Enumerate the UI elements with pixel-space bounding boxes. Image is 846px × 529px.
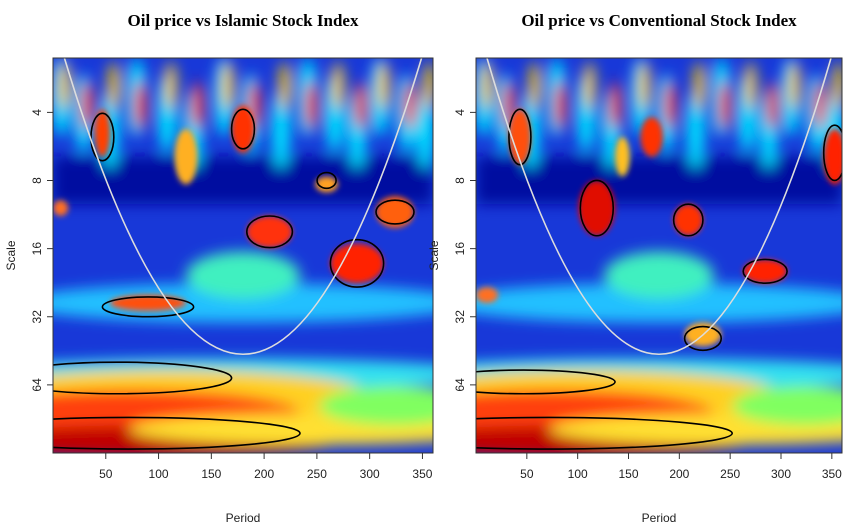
x-tick-label: 300 — [771, 467, 791, 481]
heat-streak — [279, 62, 290, 109]
y-axis-label: Scale — [427, 240, 441, 270]
x-tick-label: 150 — [618, 467, 638, 481]
heat-streak — [529, 62, 540, 109]
heat-streak — [222, 62, 233, 109]
heat-streak — [664, 82, 675, 129]
x-tick-label: 250 — [720, 467, 740, 481]
heat-streak — [584, 62, 595, 109]
y-tick-label: 4 — [453, 109, 467, 116]
heat-streak — [767, 82, 778, 129]
heat-region — [53, 200, 68, 216]
heat-streak — [192, 82, 203, 129]
x-tick-label: 100 — [149, 467, 169, 481]
chart-title: Oil price vs Islamic Stock Index — [128, 11, 359, 30]
heat-streak — [108, 62, 119, 109]
y-tick-label: 8 — [453, 177, 467, 184]
x-tick-label: 250 — [307, 467, 327, 481]
x-tick-label: 350 — [822, 467, 842, 481]
chart-title: Oil price vs Conventional Stock Index — [521, 11, 797, 30]
y-tick-label: 4 — [30, 109, 44, 116]
x-tick-label: 100 — [568, 467, 588, 481]
heat-streak — [135, 82, 146, 129]
heat-streak — [639, 62, 650, 109]
heat-streak — [555, 82, 566, 129]
x-axis-label: Period — [226, 511, 261, 525]
x-tick-label: 50 — [99, 467, 113, 481]
x-tick-label: 150 — [201, 467, 221, 481]
x-axis-label: Period — [642, 511, 677, 525]
heat-streak — [745, 62, 756, 109]
heat-region — [330, 244, 383, 284]
heat-region — [232, 105, 255, 152]
x-tick-label: 50 — [520, 467, 534, 481]
y-tick-label: 16 — [453, 242, 467, 256]
heat-region — [476, 287, 498, 303]
heat-region — [604, 252, 714, 299]
heat-region — [186, 252, 300, 299]
heat-streak — [789, 62, 800, 109]
y-axis-label: Scale — [4, 240, 18, 270]
x-tick-label: 300 — [360, 467, 380, 481]
heat-region — [175, 129, 198, 184]
y-tick-label: 64 — [30, 378, 44, 392]
y-tick-label: 16 — [30, 242, 44, 256]
x-tick-label: 200 — [669, 467, 689, 481]
y-tick-label: 64 — [453, 378, 467, 392]
heat-streak — [165, 62, 176, 109]
heat-region — [641, 117, 663, 157]
heat-streak — [694, 62, 705, 109]
y-tick-label: 32 — [453, 310, 467, 324]
heat-streak — [332, 62, 343, 109]
heat-region — [578, 180, 615, 235]
heat-streak — [610, 82, 621, 129]
y-tick-label: 8 — [30, 177, 44, 184]
heat-region — [319, 386, 471, 426]
x-tick-label: 200 — [254, 467, 274, 481]
heat-streak — [719, 82, 730, 129]
heat-streak — [378, 62, 389, 109]
heat-streak — [306, 82, 317, 129]
heat-streak — [82, 82, 93, 129]
y-tick-label: 32 — [30, 310, 44, 324]
heat-region — [615, 137, 630, 177]
heat-streak — [355, 82, 366, 129]
x-tick-label: 350 — [412, 467, 432, 481]
figure: Oil price vs Islamic Stock Index 50 100 150… — [0, 0, 846, 529]
